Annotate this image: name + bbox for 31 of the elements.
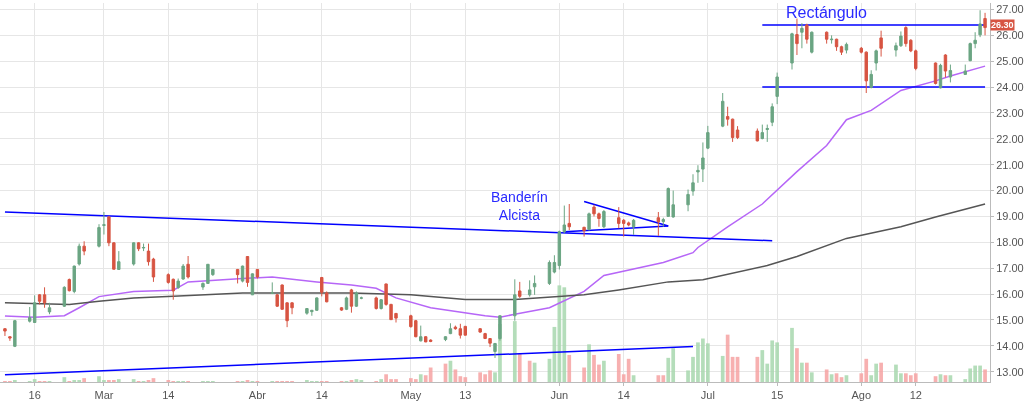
annotation: Rectángulo [786, 4, 868, 21]
y-tick-label: 23.00 [996, 106, 1024, 119]
x-tick-label: 14 [162, 389, 175, 401]
y-tick-label: 27.00 [996, 3, 1024, 16]
y-tick-label: 21.00 [996, 158, 1024, 171]
y-tick-label: 24.00 [996, 80, 1024, 93]
y-tick-label: 20.00 [996, 184, 1024, 197]
x-tick-label: Jul [700, 389, 715, 401]
y-tick-label: 16.00 [996, 287, 1024, 300]
x-tick-label: May [400, 389, 422, 401]
y-tick-label: 26.00 [996, 29, 1024, 42]
x-tick-label: Jun [550, 389, 569, 401]
y-tick-label: 14.00 [996, 339, 1024, 352]
y-tick-label: 13.00 [996, 365, 1024, 378]
y-tick-label: 17.00 [996, 262, 1024, 275]
x-tick-label: 14 [315, 389, 328, 401]
x-tick-label: 13 [459, 389, 472, 401]
x-tick-label: Ago [851, 389, 872, 401]
y-tick-label: 15.00 [996, 313, 1024, 326]
y-tick-label: 25.00 [996, 55, 1024, 68]
x-tick-label: 14 [617, 389, 630, 401]
x-tick-label: Mar [94, 389, 114, 401]
y-tick-label: 22.00 [996, 132, 1024, 145]
x-tick-label: Abr [248, 389, 267, 401]
y-tick-label: 19.00 [996, 210, 1024, 223]
y-tick-label: 18.00 [996, 236, 1024, 249]
x-tick-label: 16 [28, 389, 41, 401]
x-tick-label: 12 [909, 389, 922, 401]
annotation: Banderín Alcista [491, 189, 548, 224]
x-tick-label: 15 [771, 389, 784, 401]
text: 26.30 [991, 20, 1014, 30]
